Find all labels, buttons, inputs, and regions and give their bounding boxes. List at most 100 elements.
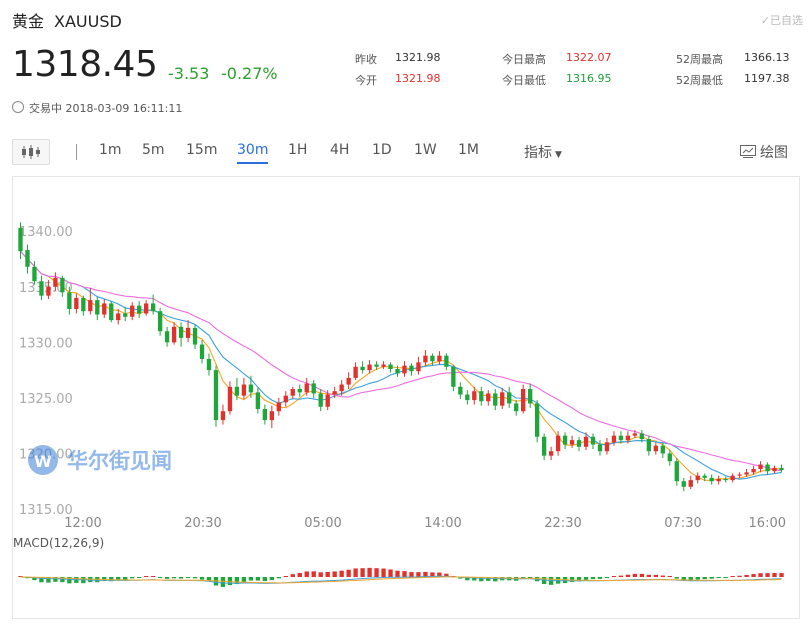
timeframe-1m[interactable]: 1m (99, 142, 122, 158)
macd-histogram-bar (53, 577, 58, 582)
macd-label: MACD(12,26,9) (13, 536, 104, 550)
candle-body (39, 281, 44, 296)
candle-body (143, 303, 149, 314)
macd-histogram-bar (479, 577, 484, 582)
candle-body (625, 435, 631, 441)
candle-body (458, 386, 463, 395)
candle-body (507, 392, 512, 404)
candle-body (60, 277, 65, 293)
candle-body (297, 389, 302, 393)
candle-body (88, 300, 93, 312)
macd-histogram-bar (276, 577, 281, 579)
x-tick-label: 20:30 (184, 516, 221, 531)
price-chart[interactable]: 1340.001335.001330.001325.001320.001315.… (13, 177, 799, 618)
timeframe-1h[interactable]: 1H (288, 142, 308, 158)
instrument-title: 黄金 XAUUSD (12, 8, 132, 32)
candle-body (213, 370, 219, 421)
macd-histogram-bar (283, 576, 288, 577)
candle-body (765, 464, 770, 472)
macd-histogram-bar (730, 576, 735, 577)
x-tick-label: 12:00 (64, 516, 101, 531)
macd-histogram-bar (339, 570, 344, 577)
macd-histogram-bar (171, 577, 177, 579)
candle-body (283, 395, 288, 403)
macd-histogram-bar (185, 577, 191, 578)
candle-body (95, 300, 100, 315)
day-high-value: 1322.07 (566, 51, 612, 64)
timeframe-5m[interactable]: 5m (142, 142, 165, 158)
chart-type-button[interactable] (12, 139, 50, 165)
candle-body (465, 394, 470, 401)
candle-body (409, 365, 414, 372)
candle-body (514, 403, 519, 412)
candle-body (171, 326, 177, 343)
macd-histogram-bar (192, 577, 198, 579)
candle-body (772, 467, 777, 472)
candle-body (604, 442, 610, 452)
candle-body (241, 384, 247, 396)
trading-status: 交易中 2018-03-09 16:11:11 (12, 100, 182, 116)
macd-histogram-bar (493, 577, 498, 582)
macd-histogram-bar (737, 575, 742, 577)
candle-body (548, 451, 554, 456)
candle-body (444, 355, 449, 367)
indicator-dropdown[interactable]: 指标 ▼ (524, 142, 562, 162)
macd-histogram-bar (60, 577, 65, 583)
candle-body (164, 331, 170, 343)
macd-histogram-bar (269, 577, 275, 581)
chart-panel[interactable]: 1340.001335.001330.001325.001320.001315.… (12, 176, 800, 619)
timeframe-1month[interactable]: 1M (458, 142, 479, 158)
macd-histogram-bar (102, 577, 107, 581)
candle-body (709, 477, 714, 482)
macd-histogram-bar (241, 577, 247, 582)
watermark-logo-icon (28, 445, 58, 475)
timeframe-4h[interactable]: 4H (330, 142, 350, 158)
w52-low-label: 52周最低 (676, 74, 723, 87)
watchlist-button[interactable]: ✓已自选 (760, 14, 803, 27)
candle-body (667, 453, 672, 462)
candle-body (353, 366, 358, 378)
macd-histogram-bar (353, 568, 358, 577)
open-label: 今开 (355, 74, 377, 87)
candle-body (402, 365, 407, 374)
candle-body (116, 313, 121, 321)
candle-body (360, 366, 365, 371)
macd-histogram-bar (388, 569, 393, 577)
candle-body (46, 286, 51, 296)
timeframe-15m[interactable]: 15m (186, 142, 218, 158)
x-tick-label: 14:00 (424, 516, 461, 531)
timeframe-1w[interactable]: 1W (414, 142, 437, 158)
prev-close-label: 昨收 (355, 53, 377, 66)
candle-body (137, 305, 142, 314)
macd-histogram-bar (39, 577, 44, 583)
candle-body (779, 467, 784, 471)
day-high-label: 今日最高 (502, 53, 546, 66)
draw-button[interactable]: 绘图 (740, 142, 788, 162)
macd-histogram-bar (779, 573, 784, 577)
timeframe-1d[interactable]: 1D (372, 142, 392, 158)
w52-high-value: 1366.13 (744, 51, 790, 64)
watermark: W 华尔街见闻 (28, 445, 172, 475)
candle-body (597, 444, 603, 452)
macd-histogram-bar (346, 569, 351, 577)
macd-histogram-bar (67, 577, 72, 584)
macd-histogram-bar (227, 577, 233, 586)
candle-body (185, 327, 191, 338)
candle-body (737, 474, 742, 476)
timeframe-30m[interactable]: 30m (237, 142, 269, 164)
candle-body (339, 384, 344, 392)
candle-body (646, 439, 652, 452)
macd-histogram-bar (206, 577, 212, 582)
clock-icon (12, 101, 24, 113)
candle-body (150, 303, 156, 312)
candle-body (660, 445, 665, 454)
macd-histogram-bar (597, 577, 603, 579)
macd-histogram-bar (381, 568, 386, 577)
candle-body (632, 433, 638, 436)
candle-body (493, 393, 498, 406)
candle-body (674, 461, 679, 482)
candle-body (730, 475, 735, 481)
macd-histogram-bar (248, 577, 254, 581)
candle-body (562, 435, 568, 445)
macd-histogram-bar (709, 577, 714, 579)
